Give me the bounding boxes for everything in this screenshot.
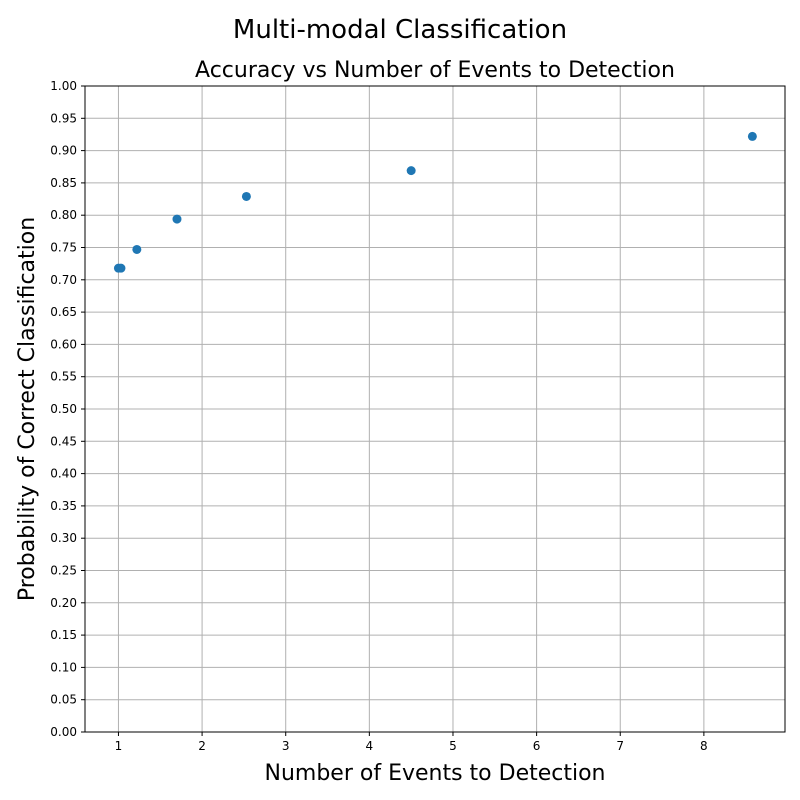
x-tick-label: 1 [115,739,123,753]
x-tick-label: 6 [533,739,541,753]
y-tick-label: 0.65 [50,305,77,319]
x-tick-label: 5 [449,739,457,753]
data-point [132,244,142,254]
x-axis-label: Number of Events to Detection [265,761,606,786]
data-point [747,131,757,141]
y-tick-label: 0.80 [50,208,77,222]
data-point [172,214,182,224]
y-tick-label: 0.45 [50,434,77,448]
axis-ticks: 1 2 3 4 5 6 7 8 0.00 0.05 0.10 0.15 0.20 0.25 0.30 0.35… [50,79,707,753]
y-tick-label: 1.00 [50,79,77,93]
chart-title: Accuracy vs Number of Events to Detectio… [195,58,675,83]
y-tick-label: 0.95 [50,111,77,125]
y-tick-label: 0.85 [50,176,77,190]
plot-area-border [84,85,786,733]
y-tick-label: 0.70 [50,273,77,287]
y-tick-label: 0.55 [50,370,77,384]
y-tick-label: 0.40 [50,467,77,481]
data-point [241,191,251,201]
y-axis-label: Probability of Correct Classification [15,217,40,601]
y-tick-label: 0.25 [50,564,77,578]
x-tick-label: 7 [616,739,624,753]
data-point [116,263,126,273]
x-tick-label: 3 [282,739,290,753]
y-tick-label: 0.20 [50,596,77,610]
data-points [113,131,757,273]
figure-suptitle: Multi-modal Classification [233,15,567,45]
y-tick-label: 0.90 [50,144,77,158]
y-tick-label: 0.60 [50,337,77,351]
y-tick-label: 0.10 [50,660,77,674]
y-tick-label: 0.05 [50,693,77,707]
y-tick-label: 0.15 [50,628,77,642]
y-tick-label: 0.30 [50,531,77,545]
y-tick-label: 0.50 [50,402,77,416]
data-point [406,166,416,176]
x-tick-label: 8 [700,739,708,753]
y-tick-label: 0.75 [50,241,77,255]
x-tick-label: 4 [366,739,374,753]
y-tick-label: 0.35 [50,499,77,513]
grid [85,85,785,733]
x-tick-label: 2 [198,739,206,753]
y-tick-label: 0.00 [50,725,77,739]
